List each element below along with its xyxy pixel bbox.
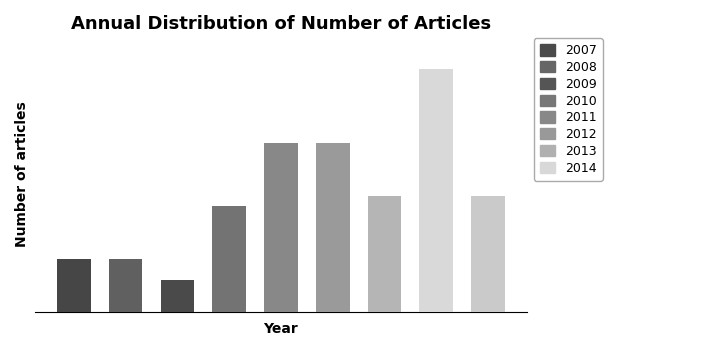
- Bar: [264, 143, 298, 312]
- Bar: [368, 196, 401, 312]
- Title: Annual Distribution of Number of Articles: Annual Distribution of Number of Article…: [71, 15, 491, 33]
- X-axis label: Year: Year: [264, 322, 298, 336]
- Bar: [161, 280, 194, 312]
- Bar: [419, 69, 453, 312]
- Legend: 2007, 2008, 2009, 2010, 2011, 2012, 2013, 2014: 2007, 2008, 2009, 2010, 2011, 2012, 2013…: [534, 38, 603, 181]
- Y-axis label: Number of articles: Number of articles: [15, 101, 29, 247]
- Bar: [57, 259, 91, 312]
- Bar: [316, 143, 350, 312]
- Bar: [109, 259, 142, 312]
- Bar: [471, 196, 505, 312]
- Bar: [212, 206, 246, 312]
